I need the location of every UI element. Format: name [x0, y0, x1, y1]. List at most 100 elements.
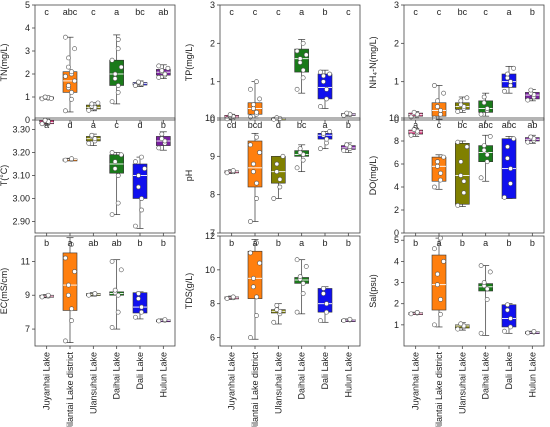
category-label: Juyanhai Lake	[411, 352, 421, 410]
data-point	[481, 147, 487, 153]
data-point	[133, 314, 138, 320]
data-point	[502, 88, 507, 94]
data-point	[341, 318, 347, 324]
data-point	[484, 297, 490, 302]
significance-letter: ab	[88, 238, 98, 248]
category-label: Ulansuhai Lake	[457, 352, 467, 414]
category-label: Dali Lake	[320, 352, 330, 390]
box-5	[501, 304, 517, 328]
data-point	[297, 56, 303, 62]
data-point	[69, 318, 74, 324]
y-tick-label: 6	[210, 333, 215, 343]
y-tick-label: 0	[210, 115, 215, 125]
data-point	[63, 338, 68, 344]
y-tick-label: 12	[205, 231, 215, 241]
data-point	[461, 190, 467, 196]
data-point	[274, 307, 280, 313]
data-point	[478, 175, 484, 181]
data-point	[39, 121, 45, 127]
data-point	[458, 98, 464, 104]
data-point	[455, 326, 461, 332]
data-point	[39, 294, 45, 300]
panel-frame	[219, 4, 361, 121]
data-point	[464, 144, 470, 150]
data-point	[408, 114, 414, 120]
data-point	[109, 258, 115, 264]
significance-letter: abc	[63, 7, 78, 17]
data-point	[484, 152, 490, 158]
data-point	[435, 159, 440, 165]
significance-letter: b	[137, 238, 142, 248]
data-point	[511, 136, 516, 142]
significance-letter: c	[437, 7, 442, 17]
data-point	[324, 136, 329, 142]
data-point	[251, 169, 256, 175]
significance-letter: b	[276, 238, 281, 248]
data-point	[136, 79, 141, 85]
data-point	[92, 136, 98, 142]
data-point	[481, 94, 487, 100]
data-point	[432, 246, 437, 252]
data-point	[432, 322, 437, 328]
data-point	[478, 330, 484, 336]
data-point	[139, 207, 144, 213]
data-point	[69, 90, 74, 95]
significance-letter: bc	[458, 7, 468, 17]
significance-letter: c	[44, 7, 49, 17]
significance-letter: c	[276, 7, 281, 17]
data-point	[227, 112, 233, 118]
data-point	[156, 145, 162, 151]
data-point	[478, 263, 484, 269]
category-label: Juyanhai Lake	[227, 352, 237, 410]
significance-letter: ab	[158, 7, 168, 17]
significance-letter: bcd	[248, 120, 263, 130]
data-point	[294, 257, 300, 263]
y-tick-label: 1	[394, 320, 399, 330]
data-point	[92, 291, 98, 296]
data-point	[408, 311, 414, 317]
data-point	[435, 98, 440, 104]
data-point	[254, 134, 259, 140]
significance-letter: a	[299, 238, 304, 248]
significance-letter: a	[91, 120, 96, 130]
y-tick-label: 3.20	[12, 148, 30, 158]
significance-letter: c	[91, 7, 96, 17]
data-point	[525, 139, 531, 145]
data-point	[294, 165, 300, 171]
panel-frame	[34, 4, 176, 121]
data-point	[274, 169, 280, 175]
data-point	[86, 140, 92, 146]
data-point	[277, 176, 283, 182]
y-tick-label: 2	[394, 205, 399, 215]
y-axis-label: pH	[184, 170, 194, 182]
data-point	[251, 275, 256, 281]
data-point	[327, 129, 332, 134]
data-point	[484, 159, 490, 165]
significance-letter: bc	[135, 7, 145, 17]
category-label: Jilantai Lake district	[434, 352, 444, 427]
significance-letter: b	[530, 7, 535, 17]
y-tick-label: 1	[25, 92, 30, 102]
y-tick-label: 5	[25, 0, 30, 10]
significance-letter: d	[276, 120, 281, 130]
data-point	[508, 181, 513, 186]
data-point	[300, 291, 306, 296]
data-point	[303, 52, 309, 58]
data-point	[505, 71, 510, 77]
data-point	[156, 63, 162, 69]
data-point	[502, 194, 507, 200]
y-axis-label: Sal(psu)	[368, 274, 378, 308]
data-point	[133, 83, 138, 88]
data-point	[248, 335, 253, 340]
data-point	[112, 287, 118, 293]
data-point	[156, 75, 162, 80]
box-2	[247, 250, 263, 299]
data-point	[254, 196, 259, 201]
data-point	[69, 156, 74, 162]
significance-letter: b	[322, 7, 327, 17]
data-point	[481, 143, 487, 148]
data-point	[280, 153, 286, 159]
data-point	[300, 67, 306, 73]
